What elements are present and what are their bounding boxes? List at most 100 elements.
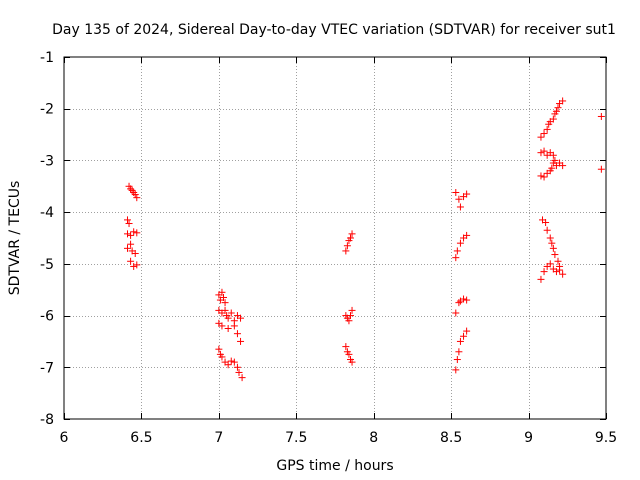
data-point <box>551 251 559 259</box>
data-point <box>224 361 232 369</box>
data-point <box>342 247 350 255</box>
data-point <box>346 312 354 320</box>
data-point <box>227 309 235 317</box>
data-point <box>233 363 241 371</box>
data-point <box>233 330 241 338</box>
data-point <box>537 275 545 283</box>
axis-ticks <box>64 57 607 420</box>
data-point <box>452 366 460 374</box>
data-point <box>224 325 232 332</box>
data-point <box>130 228 138 236</box>
data-point <box>452 309 460 317</box>
data-point <box>227 357 235 365</box>
data-point <box>238 374 246 382</box>
y-tick-label: -2 <box>40 102 54 118</box>
grid-lines <box>64 57 606 419</box>
data-point <box>546 234 554 242</box>
data-point <box>237 314 245 322</box>
data-point <box>549 244 557 252</box>
x-tick-label: 9 <box>524 430 533 446</box>
data-point <box>452 254 460 262</box>
data-point <box>348 358 356 366</box>
data-point <box>221 299 229 307</box>
data-point <box>123 230 131 238</box>
data-point <box>342 343 350 351</box>
x-tick-label: 7 <box>214 430 223 446</box>
data-point <box>224 314 232 322</box>
data-point <box>230 358 238 366</box>
data-point <box>131 191 139 199</box>
data-point <box>127 185 135 193</box>
data-point <box>455 195 463 203</box>
data-point <box>456 203 464 211</box>
data-point <box>537 172 545 180</box>
chart-title: Day 135 of 2024, Sidereal Day-to-day VTE… <box>52 22 616 38</box>
x-tick-label: 8 <box>369 430 378 446</box>
data-point <box>453 356 461 364</box>
data-point <box>548 164 556 172</box>
data-point <box>348 306 356 314</box>
data-point <box>130 262 138 270</box>
data-point <box>218 288 226 296</box>
data-point <box>463 231 471 239</box>
x-tick-label: 8.5 <box>440 430 462 446</box>
data-point <box>543 125 551 133</box>
data-point <box>235 368 243 376</box>
data-point <box>133 229 141 237</box>
data-point <box>460 295 468 303</box>
data-point <box>125 220 133 228</box>
x-tick-label: 6.5 <box>130 430 152 446</box>
data-point <box>540 130 548 138</box>
data-point <box>559 162 567 170</box>
data-point <box>127 257 135 265</box>
data-point <box>455 299 463 307</box>
data-point <box>597 112 605 120</box>
data-point <box>220 293 228 301</box>
data-point <box>453 247 461 255</box>
data-point <box>549 151 557 159</box>
data-point <box>452 188 460 196</box>
data-point <box>237 337 245 345</box>
data-point <box>127 240 135 248</box>
data-point <box>343 242 351 250</box>
y-tick-label: -8 <box>40 412 54 428</box>
y-tick-label: -7 <box>40 360 54 376</box>
data-point <box>131 250 139 258</box>
data-point <box>345 317 353 325</box>
y-tick-label: -4 <box>40 205 54 221</box>
data-point <box>230 322 238 330</box>
data-point <box>456 239 464 247</box>
data-point <box>549 159 557 167</box>
data-point <box>543 226 551 234</box>
x-tick-label: 9.5 <box>595 430 617 446</box>
y-tick-label: -5 <box>40 257 54 273</box>
data-point <box>559 270 567 278</box>
data-point <box>346 234 354 242</box>
y-axis-label: SDTVAR / TECUs <box>7 181 23 296</box>
data-points <box>123 97 605 382</box>
data-point <box>556 266 564 274</box>
y-tick-label: -6 <box>40 309 54 325</box>
data-point <box>559 97 567 105</box>
data-point <box>540 268 548 276</box>
data-point <box>537 149 545 157</box>
data-point <box>221 306 229 314</box>
data-point <box>133 261 141 269</box>
data-point <box>123 244 131 252</box>
data-point <box>127 231 135 239</box>
data-point <box>218 353 226 361</box>
data-point <box>554 104 562 112</box>
data-point <box>537 133 545 141</box>
data-point <box>540 147 548 155</box>
data-point <box>549 115 557 123</box>
data-point <box>456 337 464 345</box>
x-tick-label: 7.5 <box>285 430 307 446</box>
data-point <box>345 350 353 358</box>
data-point <box>463 296 471 304</box>
data-point <box>123 216 131 224</box>
data-point <box>552 268 560 276</box>
data-point <box>548 239 556 247</box>
data-point <box>554 257 562 265</box>
